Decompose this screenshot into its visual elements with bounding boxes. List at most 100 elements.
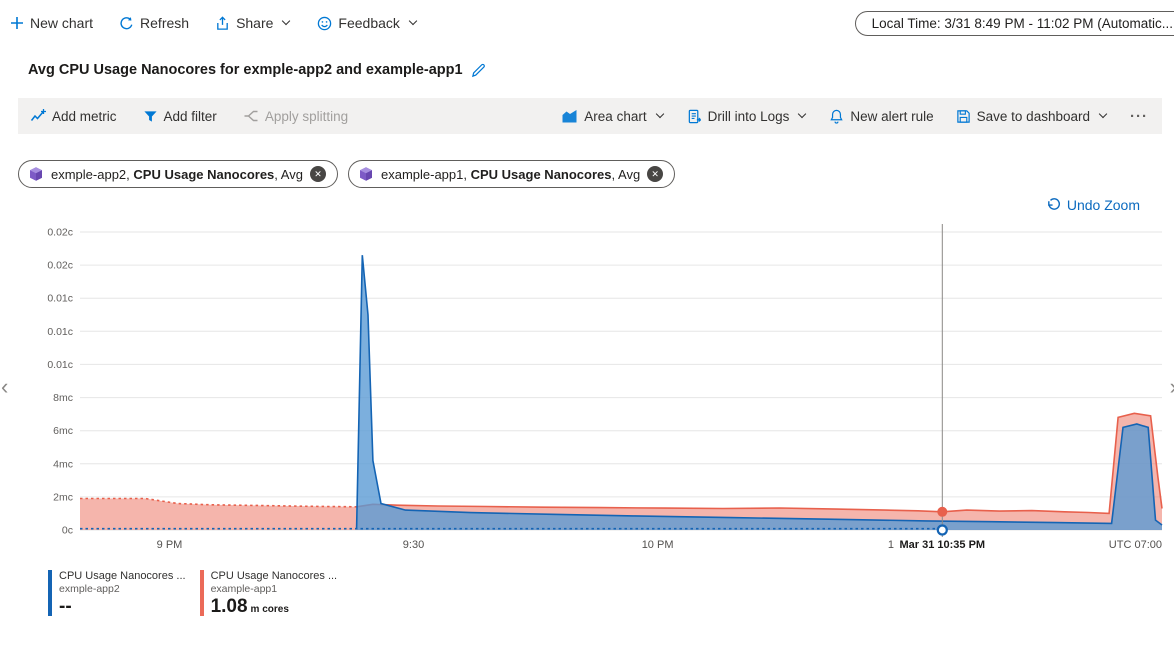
filter-icon bbox=[143, 109, 158, 124]
share-icon bbox=[215, 15, 230, 31]
feedback-button[interactable]: Feedback bbox=[317, 15, 418, 31]
undo-icon bbox=[1046, 197, 1061, 213]
logs-document-icon bbox=[687, 109, 702, 124]
chart-title: Avg CPU Usage Nanocores for exmple-app2 … bbox=[28, 62, 463, 78]
ellipsis-icon: ··· bbox=[1130, 107, 1148, 125]
legend-text: CPU Usage Nanocores ... exmple-app2 -- bbox=[59, 570, 186, 616]
pill-aggregation: , Avg bbox=[274, 166, 303, 182]
svg-text:6mc: 6mc bbox=[53, 425, 73, 437]
plus-icon bbox=[10, 16, 24, 30]
chart-title-row: Avg CPU Usage Nanocores for exmple-app2 … bbox=[28, 58, 1174, 82]
svg-text:Mar 31 10:35 PM: Mar 31 10:35 PM bbox=[899, 539, 985, 551]
legend-value-number: -- bbox=[59, 596, 72, 617]
refresh-button[interactable]: Refresh bbox=[119, 15, 189, 31]
refresh-label: Refresh bbox=[140, 15, 190, 31]
pill-text: exmple-app2, CPU Usage Nanocores, Avg bbox=[51, 167, 303, 182]
svg-text:8mc: 8mc bbox=[53, 392, 73, 404]
split-icon bbox=[243, 108, 259, 124]
scroll-left-chevron[interactable]: ‹ bbox=[1, 374, 9, 399]
feedback-label: Feedback bbox=[338, 15, 400, 31]
add-metric-label: Add metric bbox=[52, 108, 117, 124]
svg-text:0.02c: 0.02c bbox=[47, 260, 73, 272]
add-metric-icon bbox=[30, 108, 46, 124]
svg-text:0.01c: 0.01c bbox=[47, 293, 73, 305]
metrics-area-chart[interactable]: 0.02c 0.02c 0.01c 0.01c 0.01c 8mc 6mc 4mc 2mc 0c 9… bbox=[0, 218, 1174, 566]
remove-metric-icon[interactable]: ✕ bbox=[647, 166, 664, 182]
svg-text:0.02c: 0.02c bbox=[47, 227, 73, 239]
refresh-icon bbox=[119, 16, 134, 31]
svg-text:2mc: 2mc bbox=[53, 491, 73, 503]
legend-metric-name: CPU Usage Nanocores ... bbox=[59, 570, 186, 582]
drill-into-logs-label: Drill into Logs bbox=[707, 108, 790, 124]
resource-cube-icon bbox=[358, 166, 374, 182]
metric-pill-example-app1[interactable]: example-app1, CPU Usage Nanocores, Avg ✕ bbox=[347, 160, 676, 188]
svg-text:9 PM: 9 PM bbox=[157, 539, 183, 551]
pill-scope: example-app1, bbox=[380, 166, 467, 182]
legend-resource-name: exmple-app2 bbox=[59, 583, 120, 595]
undo-zoom-row: Undo Zoom bbox=[0, 192, 1174, 218]
svg-text:0.01c: 0.01c bbox=[47, 326, 73, 338]
time-range-label: Local Time: 3/31 8:49 PM - 11:02 PM (Aut… bbox=[871, 15, 1173, 31]
scroll-right-chevron[interactable]: › bbox=[1170, 376, 1174, 398]
edit-title-icon[interactable] bbox=[471, 63, 486, 78]
svg-text:UTC 07:00: UTC 07:00 bbox=[1109, 539, 1162, 551]
resource-cube-icon bbox=[28, 166, 44, 182]
chart-type-dropdown[interactable]: Area chart bbox=[561, 109, 664, 124]
bell-icon bbox=[829, 109, 844, 124]
new-alert-rule-label: New alert rule bbox=[850, 108, 934, 124]
metrics-toolbar: Add metric Add filter Apply splitting Ar… bbox=[18, 98, 1162, 134]
legend-value-number: 1.08 bbox=[210, 596, 248, 617]
save-icon bbox=[956, 109, 971, 124]
more-commands-button[interactable]: ··· bbox=[1130, 108, 1148, 125]
legend-value-unit: m cores bbox=[250, 604, 289, 615]
legend-value: 1.08 m cores bbox=[211, 597, 338, 616]
share-button[interactable]: Share bbox=[215, 15, 291, 31]
legend-value: -- bbox=[59, 597, 186, 616]
chevron-down-icon bbox=[408, 16, 418, 26]
chevron-down-icon bbox=[282, 16, 291, 26]
toolbar-right-group: Area chart Drill into Logs New alert rul… bbox=[561, 108, 1150, 125]
undo-zoom-button[interactable]: Undo Zoom bbox=[1046, 197, 1140, 213]
svg-text:9:30: 9:30 bbox=[403, 539, 424, 551]
chevron-down-icon bbox=[798, 109, 807, 119]
add-filter-label: Add filter bbox=[163, 108, 217, 124]
add-filter-button[interactable]: Add filter bbox=[143, 109, 217, 124]
add-metric-button[interactable]: Add metric bbox=[30, 108, 117, 124]
new-chart-button[interactable]: New chart bbox=[10, 15, 93, 31]
new-alert-rule-button[interactable]: New alert rule bbox=[829, 108, 934, 124]
save-to-dashboard-label: Save to dashboard bbox=[976, 108, 1090, 124]
chevron-down-icon bbox=[655, 109, 664, 119]
legend-item-exmple-app2[interactable]: CPU Usage Nanocores ... exmple-app2 -- bbox=[48, 570, 186, 616]
pill-scope: exmple-app2, bbox=[51, 166, 130, 182]
legend-resource-name: example-app1 bbox=[210, 583, 278, 595]
legend-swatch bbox=[48, 570, 52, 616]
svg-text:0.01c: 0.01c bbox=[47, 359, 73, 371]
legend-metric-name: CPU Usage Nanocores ... bbox=[210, 570, 338, 582]
command-bar: New chart Refresh Share Feedback Local T… bbox=[0, 0, 1174, 46]
area-chart-icon bbox=[561, 109, 578, 124]
svg-text:0c: 0c bbox=[62, 525, 73, 537]
save-to-dashboard-dropdown[interactable]: Save to dashboard bbox=[956, 109, 1108, 124]
svg-text:4mc: 4mc bbox=[53, 458, 73, 470]
pill-aggregation: , Avg bbox=[611, 166, 641, 182]
legend-item-example-app1[interactable]: CPU Usage Nanocores ... example-app1 1.0… bbox=[199, 570, 338, 616]
apply-splitting-label: Apply splitting bbox=[264, 108, 349, 124]
share-label: Share bbox=[236, 15, 274, 31]
metric-pill-exmple-app2[interactable]: exmple-app2, CPU Usage Nanocores, Avg ✕ bbox=[18, 160, 338, 188]
metric-pills-row: exmple-app2, CPU Usage Nanocores, Avg ✕ … bbox=[18, 160, 1174, 188]
apply-splitting-button[interactable]: Apply splitting bbox=[243, 108, 348, 124]
smiley-icon bbox=[317, 16, 332, 31]
time-range-picker[interactable]: Local Time: 3/31 8:49 PM - 11:02 PM (Aut… bbox=[854, 10, 1174, 36]
new-chart-label: New chart bbox=[30, 15, 94, 31]
remove-metric-icon[interactable]: ✕ bbox=[309, 166, 326, 182]
chart-type-label: Area chart bbox=[584, 108, 647, 124]
legend-text: CPU Usage Nanocores ... example-app1 1.0… bbox=[211, 570, 338, 616]
drill-into-logs-dropdown[interactable]: Drill into Logs bbox=[687, 109, 808, 124]
svg-text:10 PM: 10 PM bbox=[642, 539, 674, 551]
chevron-down-icon bbox=[1098, 109, 1108, 119]
pill-metric: CPU Usage Nanocores bbox=[470, 166, 612, 182]
undo-zoom-label: Undo Zoom bbox=[1066, 197, 1140, 213]
pill-metric: CPU Usage Nanocores bbox=[133, 166, 275, 182]
legend-swatch bbox=[199, 570, 204, 616]
pill-text: example-app1, CPU Usage Nanocores, Avg bbox=[381, 167, 640, 182]
